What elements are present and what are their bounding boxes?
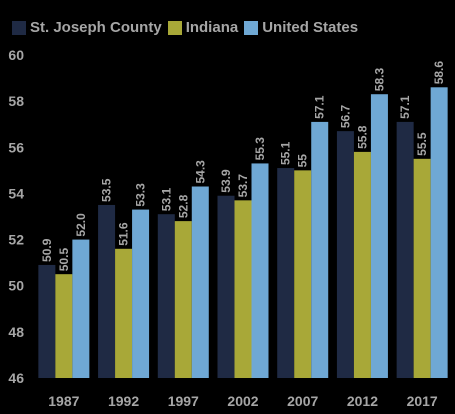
- y-tick-label-54: 54: [8, 185, 24, 201]
- data-label-st-joseph-county-2012: 56.7: [338, 104, 352, 128]
- y-tick-label-60: 60: [8, 47, 24, 63]
- legend-swatch-indiana: [167, 20, 182, 35]
- bar-united-states-1987: [72, 239, 90, 378]
- data-label-indiana-2012: 55.8: [355, 125, 369, 149]
- bar-united-states-2002: [251, 163, 269, 378]
- data-label-indiana-2007: 55: [296, 154, 310, 168]
- legend-swatch-st-joseph-county: [12, 20, 26, 35]
- bar-indiana-2012: [353, 151, 371, 378]
- legend: St. Joseph County Indiana United States: [12, 19, 358, 36]
- x-tick-label-2012: 2012: [347, 393, 378, 409]
- data-label-indiana-1987: 50.5: [57, 247, 71, 271]
- legend-swatch-united-states: [244, 20, 259, 35]
- legend-label-united-states: United States: [262, 19, 359, 36]
- bar-indiana-2007: [294, 170, 312, 378]
- y-tick-label-58: 58: [8, 93, 24, 109]
- x-tick-label-1987: 1987: [48, 393, 79, 409]
- bar-united-states-1997: [191, 186, 209, 378]
- x-tick-label-2007: 2007: [287, 393, 318, 409]
- data-label-st-joseph-county-1987: 50.9: [40, 238, 54, 262]
- x-tick-label-2002: 2002: [227, 393, 258, 409]
- data-label-st-joseph-county-2007: 55.1: [279, 141, 293, 165]
- data-label-united-states-2012: 58.3: [372, 68, 386, 92]
- data-label-st-joseph-county-1997: 53.1: [159, 188, 173, 212]
- bar-indiana-2017: [413, 158, 431, 378]
- legend-item-st-joseph-county: St. Joseph County: [12, 19, 162, 36]
- data-label-indiana-1997: 52.8: [176, 194, 190, 218]
- data-label-united-states-2007: 57.1: [313, 95, 327, 119]
- data-label-st-joseph-county-1992: 53.5: [100, 178, 114, 202]
- bar-indiana-1992: [115, 248, 133, 378]
- legend-item-indiana: Indiana: [167, 19, 239, 36]
- data-label-st-joseph-county-2002: 53.9: [219, 169, 233, 193]
- bar-united-states-1992: [132, 209, 150, 378]
- legend-item-united-states: United States: [244, 19, 358, 36]
- legend-label-indiana: Indiana: [185, 19, 239, 36]
- y-tick-label-48: 48: [8, 324, 24, 340]
- data-label-united-states-2002: 55.3: [253, 137, 267, 161]
- bar-united-states-2017: [430, 87, 448, 379]
- y-tick-label-56: 56: [8, 139, 24, 155]
- data-label-indiana-1992: 51.6: [117, 222, 131, 246]
- bar-indiana-2002: [234, 200, 252, 378]
- bar-st-joseph-county-2002: [217, 195, 235, 378]
- bar-st-joseph-county-2012: [336, 131, 354, 378]
- data-label-united-states-1992: 53.3: [134, 183, 148, 207]
- bar-united-states-2007: [311, 121, 329, 379]
- bar-st-joseph-county-2017: [396, 121, 414, 379]
- data-label-st-joseph-county-2017: 57.1: [398, 95, 412, 119]
- data-label-indiana-2002: 53.7: [236, 174, 250, 198]
- x-tick-label-1992: 1992: [108, 393, 139, 409]
- bar-st-joseph-county-2007: [277, 168, 295, 378]
- bar-st-joseph-county-1992: [98, 204, 116, 378]
- bar-united-states-2012: [370, 94, 388, 378]
- bar-indiana-1997: [174, 221, 192, 378]
- y-tick-label-46: 46: [8, 370, 24, 386]
- bar-indiana-1987: [55, 274, 73, 378]
- bar-st-joseph-county-1997: [157, 214, 175, 378]
- data-label-united-states-1987: 52.0: [74, 213, 88, 237]
- data-label-indiana-2017: 55.5: [415, 132, 429, 156]
- legend-label-st-joseph-county: St. Joseph County: [30, 19, 162, 36]
- x-tick-label-2017: 2017: [407, 393, 438, 409]
- x-tick-label-1997: 1997: [168, 393, 199, 409]
- y-tick-label-52: 52: [8, 232, 24, 248]
- data-label-united-states-2017: 58.6: [432, 61, 446, 85]
- data-label-united-states-1997: 54.3: [193, 160, 207, 184]
- bar-st-joseph-county-1987: [38, 264, 56, 378]
- y-tick-label-50: 50: [8, 278, 24, 294]
